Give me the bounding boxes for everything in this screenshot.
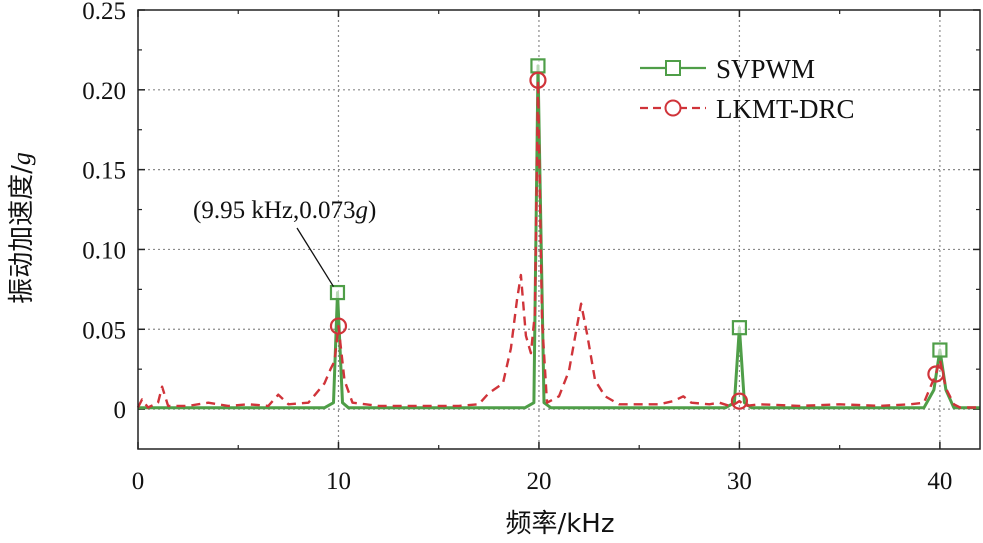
data-point-circle: [927, 365, 945, 383]
y-tick-label: 0.25: [82, 0, 126, 25]
x-tick-label: 20: [526, 468, 551, 495]
x-axis-title: 频率/kHz: [505, 509, 614, 539]
data-point-circle: [730, 392, 749, 410]
data-point-circle: [529, 71, 547, 89]
y-axis-title-unit: g: [7, 152, 36, 165]
x-tick-label: 30: [727, 468, 752, 495]
legend-label-svpwm: SVPWM: [716, 54, 815, 84]
y-axis-title-text: 振动加速度/: [7, 165, 37, 304]
axis-ticks: [137, 9, 980, 449]
legend-square-marker: [665, 60, 681, 76]
data-point-circle: [329, 317, 348, 335]
series-line-lkmt-drc: [136, 79, 980, 409]
data-point-square: [731, 320, 748, 336]
plot-frame: [137, 9, 981, 450]
series-layer: [136, 64, 980, 410]
annotation-label-unit: g: [355, 197, 368, 224]
x-tick-label: 0: [132, 468, 145, 495]
annotation-label: (9.95 kHz,0.073g): [193, 197, 376, 224]
y-tick-label: 0.20: [82, 78, 126, 105]
data-point-square: [329, 284, 346, 301]
x-tick-label: 40: [927, 468, 952, 495]
x-tick-labels: 0 10 20 30 40: [132, 468, 953, 495]
annotation-leader-line: [296, 227, 335, 287]
legend-circle-marker: [664, 99, 682, 117]
y-tick-label: 0: [114, 397, 127, 424]
annotation-label-main: (9.95 kHz,0.073: [193, 197, 355, 224]
y-axis-title: 振动加速度/g: [7, 152, 37, 304]
data-point-square: [530, 58, 546, 74]
legend-entry-lkmt-drc: LKMT-DRC: [640, 94, 855, 124]
marker-layer: [329, 58, 948, 410]
y-tick-label: 0.10: [82, 237, 126, 264]
legend: SVPWM LKMT-DRC: [640, 54, 855, 124]
y-tick-label: 0.05: [82, 317, 126, 344]
x-tick-label: 10: [326, 468, 351, 495]
grid: [138, 10, 980, 449]
data-point-square: [932, 342, 948, 358]
legend-label-lkmt-drc: LKMT-DRC: [716, 94, 855, 124]
y-tick-label: 0.15: [82, 158, 126, 185]
legend-entry-svpwm: SVPWM: [640, 54, 815, 84]
peak-annotation: (9.95 kHz,0.073g): [193, 197, 376, 287]
annotation-label-close: ): [368, 197, 376, 224]
y-tick-labels: 0 0.05 0.10 0.15 0.20 0.25: [82, 0, 126, 424]
